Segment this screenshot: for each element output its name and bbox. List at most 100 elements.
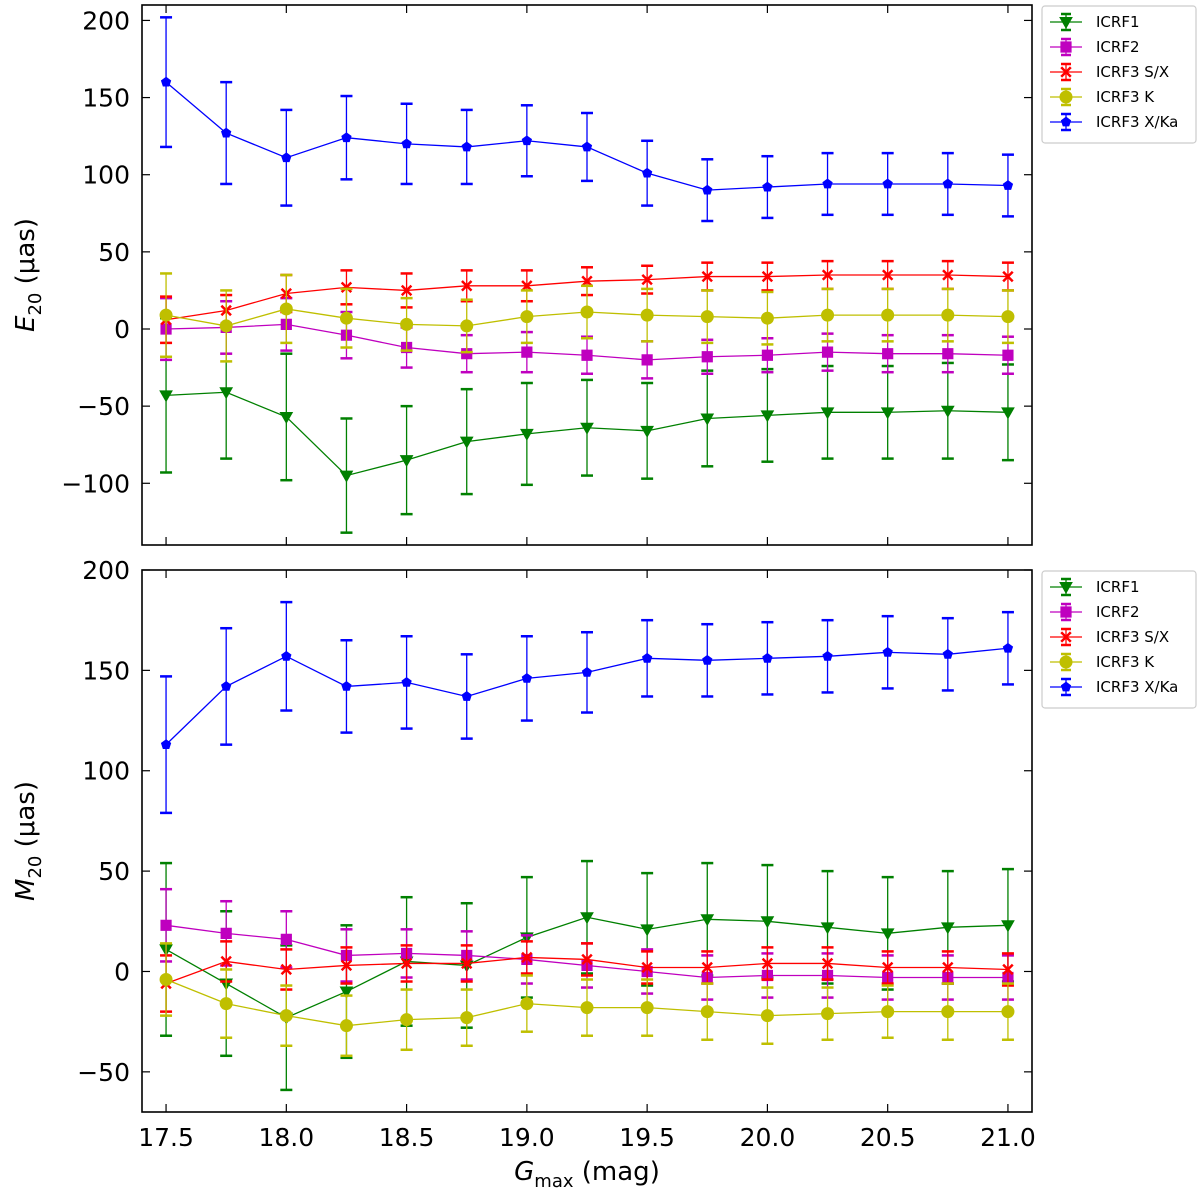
- data-point: [520, 997, 534, 1011]
- data-point: [640, 924, 654, 937]
- data-point: [641, 652, 653, 663]
- legend-box: [1041, 5, 1197, 144]
- data-point: [702, 654, 713, 665]
- data-point: [702, 184, 713, 195]
- legend-item-icrf3-k: ICRF3 K: [1050, 652, 1155, 672]
- data-point: [581, 349, 593, 361]
- legend-label: ICRF3 K: [1096, 653, 1155, 671]
- data-point: [340, 281, 353, 294]
- data-point: [1002, 349, 1014, 361]
- series-icrf3-x-ka: [160, 600, 1014, 815]
- legend-marker: [1059, 582, 1073, 595]
- data-point: [580, 1001, 594, 1015]
- data-point: [341, 132, 352, 143]
- data-point: [1002, 270, 1014, 283]
- data-point: [761, 270, 774, 283]
- data-point: [401, 676, 412, 687]
- data-point: [762, 652, 773, 663]
- data-point: [400, 284, 413, 297]
- data-point: [159, 390, 173, 403]
- data-point: [640, 308, 654, 322]
- data-point: [340, 959, 353, 972]
- data-point: [821, 1007, 835, 1021]
- data-point: [341, 681, 352, 691]
- legend-item-icrf3-x-ka: ICRF3 X/Ka: [1050, 112, 1178, 132]
- data-point: [461, 280, 473, 292]
- data-point: [761, 957, 774, 970]
- legend-item-icrf3-x-ka: ICRF3 X/Ka: [1050, 677, 1178, 697]
- data-point: [521, 280, 533, 292]
- data-point: [941, 1005, 955, 1019]
- data-point: [640, 425, 654, 438]
- data-point: [1002, 963, 1014, 976]
- data-point: [581, 666, 593, 677]
- data-point: [401, 138, 412, 149]
- data-point: [641, 167, 653, 178]
- data-point: [581, 275, 593, 287]
- data-point: [882, 348, 894, 360]
- legend-marker: [1060, 681, 1072, 692]
- y-tick-label: 200: [82, 6, 130, 35]
- x-tick-label: 18.5: [379, 1123, 435, 1152]
- data-point: [760, 916, 775, 929]
- legend-item-icrf2: ICRF2: [1050, 602, 1140, 622]
- data-point: [339, 470, 354, 483]
- legend-item-icrf3-s-x: ICRF3 S/X: [1050, 62, 1169, 82]
- legend-label: ICRF3 X/Ka: [1096, 113, 1178, 131]
- legend-marker: [1060, 116, 1072, 127]
- legend-item-icrf3-s-x: ICRF3 S/X: [1050, 627, 1169, 647]
- legend-item-icrf3-k: ICRF3 K: [1050, 87, 1155, 107]
- data-point: [520, 310, 534, 324]
- data-point: [459, 436, 474, 449]
- data-point: [219, 997, 233, 1011]
- x-tick-label: 18.0: [258, 1123, 314, 1152]
- y-axis-label: M20 (μas): [11, 781, 46, 901]
- y-tick-label: −50: [77, 392, 130, 421]
- data-point: [280, 933, 292, 945]
- x-tick-label: 20.0: [740, 1123, 796, 1152]
- data-point: [880, 407, 895, 420]
- data-point: [641, 961, 653, 974]
- y-tick-label: −100: [61, 469, 130, 498]
- data-point: [701, 961, 713, 974]
- y-tick-label: 150: [82, 84, 130, 113]
- data-point: [461, 691, 472, 701]
- data-point: [640, 1001, 654, 1015]
- legend-label: ICRF3 K: [1096, 88, 1155, 106]
- panel-bottom: −50 0 50 100 150 200 17.5 18.0 18.5 19.0 19.5 20.0 2…: [11, 556, 1197, 1192]
- data-point: [400, 317, 414, 331]
- data-point: [700, 1005, 714, 1019]
- data-point: [942, 961, 954, 974]
- data-point: [400, 1013, 414, 1027]
- data-point: [1002, 180, 1014, 190]
- legend: ICRF1 ICRF2 ICRF3 S/X ICRF3 K ICRF3 X/Ka: [1041, 570, 1197, 709]
- data-point: [219, 319, 233, 333]
- data-point: [339, 311, 353, 325]
- data-point: [580, 422, 594, 435]
- data-point: [521, 951, 533, 964]
- data-point: [279, 1009, 293, 1023]
- data-point: [460, 319, 474, 333]
- legend-marker: [1060, 66, 1072, 78]
- legend-box: [1041, 570, 1197, 709]
- data-point: [461, 141, 472, 152]
- series-icrf3-k: [159, 942, 1015, 1058]
- y-tick-label: 50: [98, 238, 130, 267]
- x-tick-label: 17.5: [138, 1123, 194, 1152]
- data-point: [220, 927, 232, 939]
- data-point: [942, 648, 953, 659]
- y-tick-label: 100: [82, 161, 130, 190]
- x-tick-label: 20.5: [860, 1123, 916, 1152]
- legend-label: ICRF2: [1096, 38, 1140, 56]
- y-tick-label: 0: [114, 957, 130, 986]
- legend: ICRF1 ICRF2 ICRF3 S/X ICRF3 K ICRF3 X/Ka: [1041, 5, 1197, 144]
- plot-frame: [141, 4, 1033, 546]
- data-point: [942, 178, 953, 189]
- data-point: [1001, 407, 1015, 420]
- y-tick-label: −50: [77, 1058, 130, 1087]
- legend-item-icrf1: ICRF1: [1050, 577, 1140, 597]
- data-point: [820, 922, 835, 935]
- data-point: [160, 739, 172, 750]
- data-point: [219, 387, 234, 400]
- series-icrf2: [160, 296, 1014, 380]
